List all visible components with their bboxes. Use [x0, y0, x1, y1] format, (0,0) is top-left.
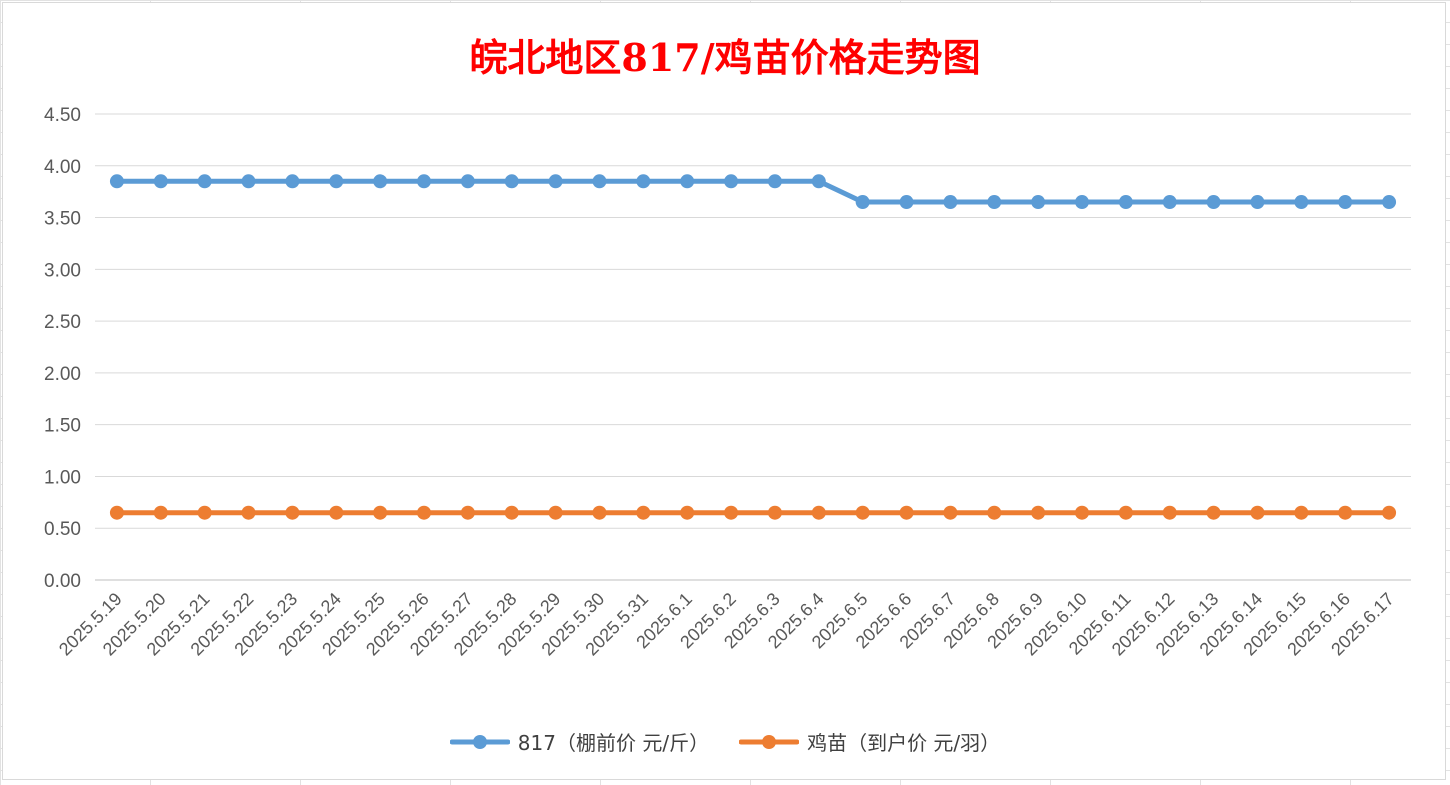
legend-swatch-chick [739, 734, 800, 749]
series-0-point [1031, 195, 1046, 210]
series-1-point [109, 505, 124, 520]
series-0-point [373, 174, 388, 189]
series-0-point [943, 195, 958, 210]
series-1-point [680, 505, 695, 520]
series-0-point [1338, 195, 1353, 210]
legend: 817（棚前价 元/斤） 鸡苗（到户价 元/羽） [3, 727, 1447, 756]
series-1-point [373, 505, 388, 520]
y-tick-label: 2.00 [44, 364, 81, 385]
y-tick-label: 3.50 [44, 209, 81, 230]
series-1-point [943, 505, 958, 520]
series-1-point [987, 505, 1002, 520]
series-0-point [1118, 195, 1133, 210]
series-0-point [285, 174, 300, 189]
series-1-point [1162, 505, 1177, 520]
series-1-point [592, 505, 607, 520]
y-tick-label: 3.00 [44, 260, 81, 281]
series-0-point [241, 174, 256, 189]
series-0-point [417, 174, 431, 189]
series-1-point [1250, 505, 1265, 520]
series-1-point [1338, 505, 1353, 520]
series-0-point [197, 174, 212, 189]
legend-swatch-817 [449, 734, 510, 749]
series-1-point [504, 505, 519, 520]
series-0-point [1162, 195, 1177, 210]
series-0-point [153, 174, 168, 189]
series-1-point [636, 505, 651, 520]
series-0-point [109, 174, 124, 189]
series-1-point [417, 505, 431, 520]
series-1-point [329, 505, 344, 520]
series-1-point [153, 505, 168, 520]
gridlines [95, 113, 1411, 581]
series-0-point [1075, 195, 1089, 210]
series-0-point [504, 174, 519, 189]
series-line-0 [114, 178, 1392, 205]
series-0-point [987, 195, 1002, 210]
legend-label-817: 817（棚前价 元/斤） [517, 731, 710, 755]
series-0-point [855, 195, 870, 210]
series-0-point [460, 174, 475, 189]
y-tick-label: 0.50 [44, 519, 81, 540]
series-0-point [548, 174, 563, 189]
series-1-point [197, 505, 212, 520]
series-1-point [724, 505, 739, 520]
series-0-point [1294, 195, 1309, 210]
y-tick-label: 1.50 [44, 416, 81, 437]
series-0-point [329, 174, 344, 189]
series-0-point [680, 174, 695, 189]
series-1-point [285, 505, 300, 520]
series-1-point [1118, 505, 1133, 520]
legend-label-chick: 鸡苗（到户价 元/羽） [807, 731, 1001, 755]
series-0-point [1382, 195, 1397, 210]
series-1-point [1075, 505, 1089, 520]
series-lines [109, 174, 1397, 520]
series-1-point [1382, 505, 1397, 520]
series-1-point [460, 505, 475, 520]
series-0-point [1206, 195, 1221, 210]
series-0-point [899, 195, 914, 210]
y-axis-ticks: 0.00 0.50 1.00 1.50 2.00 2.50 3.00 3.50 4.00 4.50 [44, 105, 81, 592]
series-0-point [592, 174, 607, 189]
y-tick-label: 4.50 [44, 105, 81, 126]
y-tick-label: 1.00 [44, 467, 81, 488]
y-tick-label: 4.00 [44, 157, 81, 178]
series-0-point [1250, 195, 1265, 210]
legend-item-817[interactable]: 817（棚前价 元/斤） [449, 727, 710, 756]
series-1-point [899, 505, 914, 520]
x-axis-ticks: 2025.5.192025.5.202025.5.212025.5.222025… [55, 589, 1398, 660]
series-1-point [548, 505, 563, 520]
y-tick-label: 2.50 [44, 312, 81, 333]
series-0-point [636, 174, 651, 189]
y-tick-label: 0.00 [44, 571, 81, 592]
series-1-point [811, 505, 826, 520]
series-1-point [1206, 505, 1221, 520]
series-0-point [767, 174, 782, 189]
series-1-point [1294, 505, 1309, 520]
series-0-point [811, 174, 826, 189]
legend-item-chick[interactable]: 鸡苗（到户价 元/羽） [739, 727, 1000, 756]
series-1-point [767, 505, 782, 520]
line-chart: 0.00 0.50 1.00 1.50 2.00 2.50 3.00 3.50 4.00 4.50… [44, 105, 1411, 660]
series-1-point [855, 505, 870, 520]
chart-title: 皖北地区817/鸡苗价格走势图 [469, 35, 981, 80]
series-1-point [1031, 505, 1046, 520]
series-0-point [724, 174, 739, 189]
series-1-point [241, 505, 256, 520]
